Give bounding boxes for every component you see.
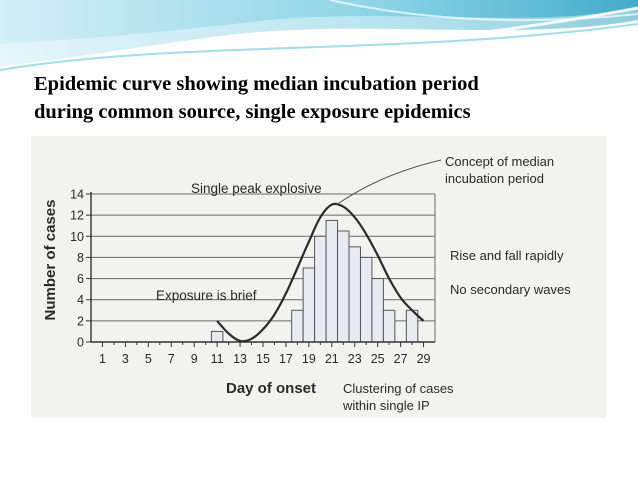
bar-day-19 (302, 267, 316, 343)
x-axis-label: Day of onset (226, 380, 316, 397)
bar-day-23 (348, 246, 361, 343)
x-tick-label-5: 5 (145, 352, 152, 366)
annotation-exposure-brief: Exposure is brief (156, 288, 257, 303)
slide-title-line-2: during common source, single exposure ep… (34, 101, 471, 123)
annotation-median-line-1: Concept of median (445, 154, 554, 169)
y-tick-label-6: 6 (77, 272, 84, 286)
x-tick-label-23: 23 (348, 352, 362, 366)
bar-day-26 (382, 309, 396, 343)
x-tick-label-11: 11 (211, 352, 224, 366)
bar-day-11 (210, 330, 224, 343)
y-tick-label-10: 10 (70, 230, 84, 244)
x-tick-label-21: 21 (325, 352, 339, 366)
decorative-header-banner (0, 0, 638, 75)
y-axis-label: Number of cases (42, 200, 59, 321)
annotation-single-peak: Single peak explosive (191, 181, 322, 196)
x-tick-label-13: 13 (233, 352, 247, 366)
annotation-clustering-line-2: within single IP (342, 398, 430, 413)
slide-title-line-1: Epidemic curve showing median incubation… (34, 73, 479, 95)
x-tick-label-29: 29 (417, 352, 431, 366)
annotation-rise-fall: Rise and fall rapidly (450, 248, 564, 263)
bar-day-24 (359, 256, 373, 343)
y-tick-label-0: 0 (77, 336, 84, 350)
x-tick-label-7: 7 (168, 352, 175, 366)
bar-day-21 (325, 219, 339, 343)
y-tick-label-12: 12 (70, 209, 84, 223)
annotation-no-secondary-waves: No secondary waves (450, 282, 571, 297)
x-tick-label-15: 15 (256, 352, 270, 366)
x-tick-label-27: 27 (394, 352, 408, 366)
annotation-clustering-line-1: Clustering of cases (343, 381, 454, 396)
y-tick-label-2: 2 (77, 314, 84, 328)
x-tick-label-25: 25 (371, 352, 385, 366)
x-tick-label-3: 3 (122, 352, 129, 366)
x-tick-label-19: 19 (302, 352, 316, 366)
bar-day-22 (337, 230, 350, 343)
y-tick-label-14: 14 (70, 188, 84, 202)
bar-day-20 (314, 235, 327, 343)
median-pointer-line (335, 159, 442, 206)
slide-title: Epidemic curve showing median incubation… (34, 70, 614, 126)
annotation-median-line-2: incubation period (445, 171, 544, 186)
x-tick-label-17: 17 (279, 352, 293, 366)
y-tick-label-4: 4 (77, 293, 84, 307)
x-tick-label-1: 1 (99, 352, 106, 366)
epidemic-curve-line (216, 202, 425, 343)
bar-day-18 (291, 309, 304, 343)
x-tick-label-9: 9 (191, 352, 198, 366)
bar-day-25 (371, 278, 384, 343)
y-tick-label-8: 8 (77, 251, 84, 265)
